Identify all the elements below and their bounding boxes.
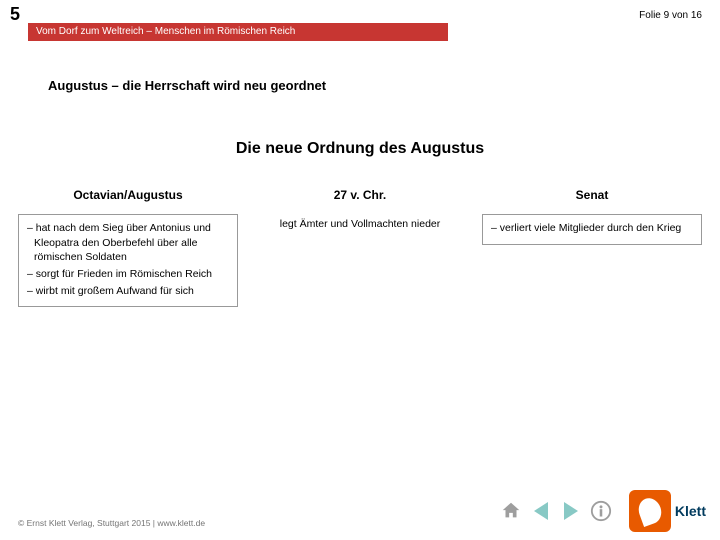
prev-button[interactable] xyxy=(529,499,553,523)
chapter-number: 5 xyxy=(10,4,20,25)
home-button[interactable] xyxy=(499,499,523,523)
logo-text: Klett xyxy=(675,503,706,519)
list-item: – hat nach dem Sieg über Antonius und Kl… xyxy=(27,221,229,265)
publisher-logo: Klett xyxy=(629,490,706,532)
topic-bar: Vom Dorf zum Weltreich – Menschen im Röm… xyxy=(28,23,448,41)
home-icon xyxy=(500,500,522,522)
leaf-icon xyxy=(635,495,665,527)
content-box: – verliert viele Mitglieder durch den Kr… xyxy=(482,214,702,245)
triangle-left-icon xyxy=(534,502,548,520)
slide-subtitle: Augustus – die Herrschaft wird neu geord… xyxy=(48,78,326,93)
slide: 5 Vom Dorf zum Weltreich – Menschen im R… xyxy=(0,0,720,540)
nav-bar: Klett xyxy=(499,490,706,532)
content-box: – hat nach dem Sieg über Antonius und Kl… xyxy=(18,214,238,307)
next-button[interactable] xyxy=(559,499,583,523)
logo-square xyxy=(629,490,671,532)
info-icon xyxy=(590,500,612,522)
column-left: Octavian/Augustus – hat nach dem Sieg üb… xyxy=(18,188,238,307)
info-button[interactable] xyxy=(589,499,613,523)
slide-title: Die neue Ordnung des Augustus xyxy=(0,140,720,158)
column-heading: Senat xyxy=(482,188,702,202)
column-heading: Octavian/Augustus xyxy=(18,188,238,202)
page-counter: Folie 9 von 16 xyxy=(639,10,702,21)
columns-container: Octavian/Augustus – hat nach dem Sieg üb… xyxy=(18,188,702,307)
triangle-right-icon xyxy=(564,502,578,520)
list-item: – verliert viele Mitglieder durch den Kr… xyxy=(491,221,693,236)
list-item: – wirbt mit großem Aufwand für sich xyxy=(27,284,229,299)
column-heading: 27 v. Chr. xyxy=(250,188,470,202)
column-right: Senat – verliert viele Mitglieder durch … xyxy=(482,188,702,307)
column-center: 27 v. Chr. legt Ämter und Vollmachten ni… xyxy=(250,188,470,307)
column-text: legt Ämter und Vollmachten nieder xyxy=(250,214,470,230)
list-item: – sorgt für Frieden im Römischen Reich xyxy=(27,267,229,282)
copyright-footer: © Ernst Klett Verlag, Stuttgart 2015 | w… xyxy=(18,518,205,528)
